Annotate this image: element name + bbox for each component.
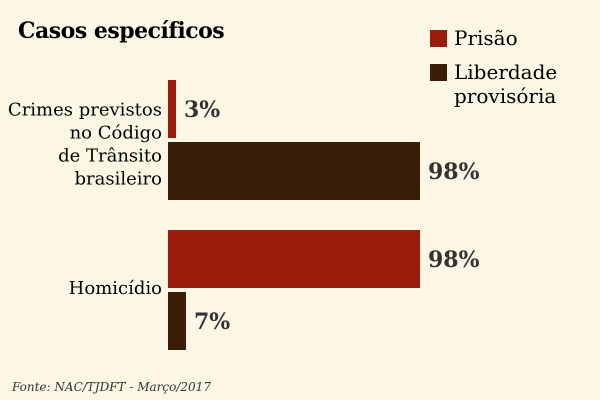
- legend-label-1-line-1: provisória: [454, 84, 556, 108]
- category-label-0-line-0: Crimes previstos: [8, 100, 162, 121]
- data-label-1-1: 7%: [194, 309, 230, 335]
- bar-0-0: [168, 80, 176, 138]
- category-label-0-line-3: brasileiro: [75, 169, 162, 190]
- value-labels: 3% 98% 98% 7%: [184, 97, 480, 335]
- legend-label-1-line-0: Liberdade: [454, 60, 557, 84]
- category-label-1-line-0: Homicídio: [69, 278, 162, 299]
- chart-title: Casos específicos: [18, 18, 224, 44]
- data-label-0-0: 3%: [184, 97, 220, 123]
- legend-swatch-1: [430, 64, 447, 81]
- bar-0-1: [168, 142, 420, 200]
- category-label-0-line-1: no Código: [70, 123, 162, 144]
- legend-label-0-line-0: Prisão: [454, 26, 518, 50]
- source-note: Fonte: NAC/TJDFT - Março/2017: [11, 380, 211, 394]
- bars: [168, 80, 420, 350]
- bar-1-1: [168, 292, 186, 350]
- legend-swatch-0: [430, 30, 447, 47]
- category-label-0-line-2: de Trânsito: [58, 146, 162, 167]
- data-label-1-0: 98%: [428, 247, 480, 273]
- bar-1-0: [168, 230, 420, 288]
- data-label-0-1: 98%: [428, 159, 480, 185]
